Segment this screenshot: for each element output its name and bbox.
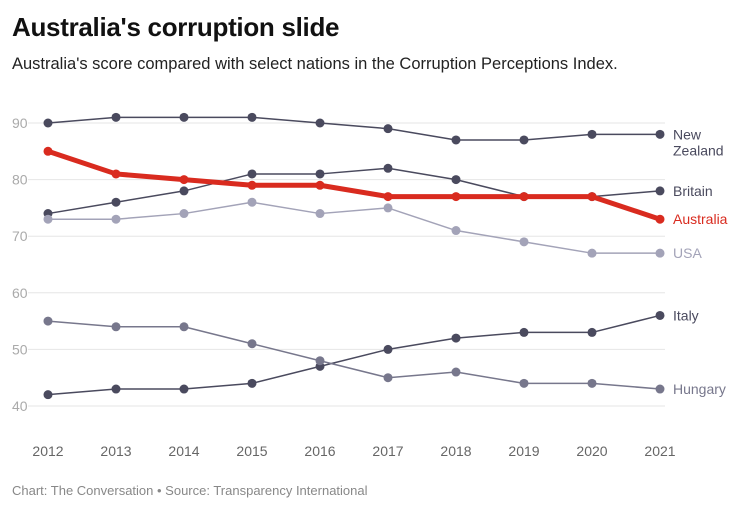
data-point-britain [315,169,325,179]
y-axis-ticks: 40 50 60 70 80 90 [12,115,28,414]
data-point-britain [111,197,121,207]
y-tick-label: 80 [12,172,28,188]
x-tick-label: 2019 [508,443,539,459]
x-tick-label: 2012 [32,443,63,459]
data-point-new-zealand [43,118,53,128]
data-point-usa [451,226,461,236]
series-new-zealand [43,112,665,145]
chart-subtitle: Australia's score compared with select n… [12,55,618,73]
data-point-italy [247,378,257,388]
data-point-italy [655,310,665,320]
data-point-usa [247,197,257,207]
data-point-hungary [587,378,597,388]
y-tick-label: 70 [12,228,28,244]
data-point-italy [451,333,461,343]
data-point-usa [111,214,121,224]
x-tick-label: 2014 [168,443,199,459]
data-point-italy [587,327,597,337]
data-point-australia [111,169,121,179]
data-point-britain [383,163,393,173]
data-point-australia [247,180,257,190]
data-point-usa [179,209,189,219]
data-point-britain [179,186,189,196]
data-point-hungary [655,384,665,394]
y-tick-label: 40 [12,398,28,414]
series-line-new-zealand [47,116,660,141]
data-point-hungary [111,322,121,332]
x-tick-label: 2016 [304,443,335,459]
data-point-hungary [315,356,325,366]
series-label-hungary: Hungary [673,381,726,397]
data-point-new-zealand [451,135,461,145]
data-point-italy [111,384,121,394]
data-point-italy [383,344,393,354]
data-point-hungary [451,367,461,377]
data-point-usa [655,248,665,258]
data-point-hungary [247,339,257,349]
data-point-hungary [179,322,189,332]
gridlines [28,122,665,407]
series-hungary [43,316,665,394]
series-label-new-zealand: New [673,126,702,142]
data-point-australia [519,192,529,202]
data-point-new-zealand [587,129,597,139]
series-lines [43,112,665,400]
data-point-italy [179,384,189,394]
data-point-new-zealand [179,112,189,122]
data-point-new-zealand [655,129,665,139]
data-point-new-zealand [111,112,121,122]
y-tick-label: 90 [12,115,28,131]
data-point-new-zealand [383,124,393,134]
data-point-hungary [383,373,393,383]
data-point-usa [43,214,53,224]
series-line-hungary [47,320,661,390]
series-label-italy: Italy [673,307,699,323]
data-point-australia [451,192,461,202]
data-point-australia [315,180,325,190]
data-point-britain [451,175,461,185]
data-point-new-zealand [519,135,529,145]
series-line-usa [48,201,660,254]
series-label-usa: USA [673,245,702,261]
data-point-australia [383,192,393,202]
series-label-new-zealand: Zealand [673,142,724,158]
data-point-new-zealand [315,118,325,128]
chart-title: Australia's corruption slide [12,12,340,42]
data-point-italy [519,327,529,337]
y-tick-label: 50 [12,341,28,357]
x-tick-label: 2021 [644,443,675,459]
data-point-britain [655,186,665,196]
data-point-italy [43,390,53,400]
x-tick-label: 2013 [100,443,131,459]
series-italy [43,310,665,400]
x-tick-label: 2017 [372,443,403,459]
series-label-australia: Australia [673,211,728,227]
data-point-hungary [519,378,529,388]
data-point-usa [587,248,597,258]
series-line-italy [47,314,661,396]
x-tick-label: 2020 [576,443,607,459]
data-point-australia [43,146,53,156]
data-point-australia [587,192,597,202]
data-point-usa [315,209,325,219]
data-point-hungary [43,316,53,326]
x-axis-ticks: 2012 2013 2014 2015 2016 2017 2018 2019 2020 2021 [32,443,675,459]
series-australia [43,146,665,224]
data-point-britain [247,169,257,179]
data-point-usa [383,203,393,213]
data-point-usa [519,237,529,247]
y-tick-label: 60 [12,285,28,301]
x-tick-label: 2015 [236,443,267,459]
series-usa [43,197,665,258]
series-label-britain: Britain [673,183,713,199]
data-point-new-zealand [247,112,257,122]
chart-source-footer: Chart: The Conversation • Source: Transp… [12,483,368,498]
data-point-australia [655,214,665,224]
x-tick-label: 2018 [440,443,471,459]
data-point-australia [179,175,189,185]
series-line-australia [47,148,661,222]
